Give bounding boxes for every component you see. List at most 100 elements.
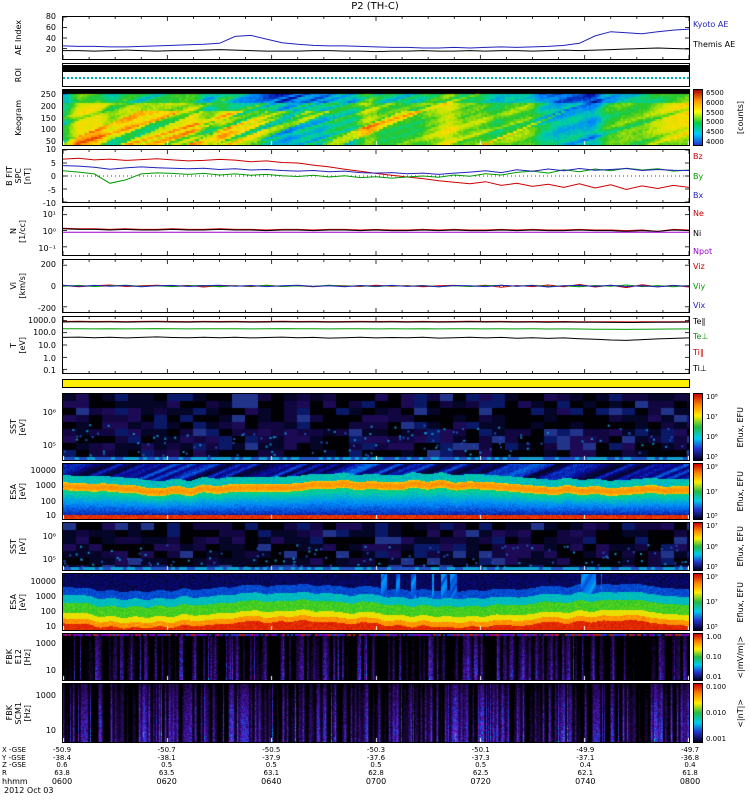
- position-value: -50.1: [471, 746, 490, 754]
- colorbar-tick: 10⁷: [706, 598, 718, 606]
- colorbar-tick: 10⁶: [706, 433, 718, 441]
- axis-label: [Hz]: [22, 704, 32, 722]
- legend-density-Ni: Ni: [693, 228, 702, 238]
- time-tick-label: 0740: [575, 777, 596, 786]
- ytick-label: 10⁵: [42, 555, 56, 565]
- legend-bfit-Bx: Bx: [693, 191, 704, 201]
- time-tick-label: 0620: [156, 777, 177, 786]
- panel-fbk_e: [62, 633, 690, 681]
- colorbar-tick: 0.10: [706, 653, 722, 661]
- position-row-label: X -GSE: [2, 746, 27, 754]
- position-value: 0.4: [579, 761, 591, 769]
- line-plot-velocity: [63, 260, 689, 312]
- position-value: -37.6: [366, 753, 386, 762]
- legend-bfit-By: By: [693, 171, 704, 181]
- panel-esa_e: [62, 463, 690, 520]
- axis-label: FBK: [4, 649, 14, 665]
- ytick-label: 100: [40, 496, 56, 506]
- position-row-label: Y -GSE: [2, 753, 26, 762]
- colorbar-tick: 10⁵: [706, 563, 718, 571]
- ytick-label: 50: [45, 137, 56, 147]
- ytick-label: 0: [50, 172, 56, 181]
- position-value: -49.7: [680, 746, 700, 754]
- colorbar-unit-text: Eflux, EFU: [735, 406, 745, 448]
- panel-keogram: [62, 89, 690, 146]
- colorbar-unit-label: Eflux, EFU: [733, 522, 747, 571]
- colorbar-tick: 10⁷: [706, 522, 718, 530]
- colorbar-unit-label: Eflux, EFU: [733, 463, 747, 520]
- ytick-label: 100.0: [33, 328, 56, 338]
- position-value: 63.1: [263, 768, 280, 777]
- axis-label: [eV]: [18, 418, 27, 436]
- colorbar-tick: 10⁵: [706, 453, 718, 461]
- ytick-label: 10: [45, 511, 56, 521]
- ytick-label: -200: [37, 303, 56, 313]
- colorbar-tick: 0.100: [706, 683, 727, 691]
- position-value: 0.5: [161, 761, 173, 769]
- colorbar-unit-label: <|mV/m|>: [733, 633, 747, 681]
- position-value: 0.5: [370, 761, 382, 769]
- ytick-label: -10: [42, 199, 56, 208]
- plot-title: P2 (TH-C): [351, 1, 399, 12]
- position-row-label: R: [2, 768, 7, 777]
- panel-sst_e: [62, 393, 690, 461]
- panel-sst_i: [62, 522, 690, 571]
- ytick-label: 60: [45, 23, 56, 32]
- spectrogram-sst_e: [63, 394, 689, 460]
- legend-temperature-Ti∥: Ti∥: [693, 347, 704, 357]
- position-value: 0.4: [684, 761, 696, 769]
- colorbar-unit-text: <|nT|>: [735, 698, 745, 728]
- ytick-label: 40: [45, 34, 56, 43]
- panel-ae: [62, 16, 690, 60]
- panel-bfit: [62, 149, 690, 203]
- colorbar-tick: 10⁷: [706, 487, 718, 496]
- spectrogram-esa_i: [63, 574, 689, 630]
- ytick-label: 10000: [30, 466, 56, 476]
- axis-label: SST: [9, 538, 18, 555]
- spectrogram-fbk_b: [63, 684, 689, 742]
- position-value: 62.5: [472, 768, 489, 777]
- spectrogram-fbk_e: [63, 634, 689, 680]
- position-value: -36.8: [680, 753, 700, 762]
- position-value: 62.1: [577, 768, 594, 777]
- legend-density-Npot: Npot: [693, 247, 713, 256]
- position-value: -49.9: [576, 746, 595, 754]
- time-tick-label: 0600: [51, 777, 73, 786]
- ytick-label: 200: [40, 101, 56, 111]
- line-plot-ae: [63, 17, 689, 59]
- axis-label: ROI: [13, 67, 23, 83]
- colorbar-tick: 5500: [706, 108, 724, 117]
- colorbar-tick: 10⁵: [706, 512, 718, 520]
- line-plot-temperature: [63, 317, 689, 373]
- legend-ae-Kyoto AE: Kyoto AE: [693, 19, 729, 29]
- ytick-label: 5: [50, 158, 56, 168]
- position-value: -50.9: [52, 746, 72, 754]
- colorbar-tick: 1.00: [706, 633, 722, 641]
- colorbar-tick: 10⁵: [706, 623, 718, 631]
- position-value: 0.5: [475, 761, 487, 769]
- position-value: 61.8: [682, 768, 698, 777]
- position-value: 63.8: [54, 768, 70, 777]
- position-value: -37.9: [262, 753, 281, 762]
- colorbar-fbk_b: [693, 683, 703, 743]
- ytick-label: 10¹: [42, 210, 56, 219]
- panel-velocity: [62, 259, 690, 313]
- colorbar-sst_i: [693, 522, 703, 571]
- legend-temperature-Te⊥: Te⊥: [693, 332, 709, 342]
- axis-label: SCM1: [13, 701, 23, 725]
- ytick-label: 100: [40, 125, 56, 135]
- ytick-label: 10: [45, 666, 56, 676]
- ytick-label: 1000.0: [28, 315, 56, 325]
- ylabel-roi: ROI: [3, 63, 33, 87]
- colorbar-unit-label: Eflux, EFU: [733, 393, 747, 461]
- spectrogram-esa_e: [63, 464, 689, 519]
- colorbar-tick: 5000: [706, 118, 724, 127]
- ytick-label: 0: [50, 282, 56, 291]
- spectrogram-sst_i: [63, 523, 689, 570]
- panel-roi: [62, 63, 690, 87]
- position-value: 0.6: [56, 761, 68, 769]
- colorbar-unit-text: Eflux, EFU: [735, 581, 745, 623]
- colorbar-tick: 4000: [706, 138, 724, 146]
- ytick-label: 100: [40, 607, 56, 617]
